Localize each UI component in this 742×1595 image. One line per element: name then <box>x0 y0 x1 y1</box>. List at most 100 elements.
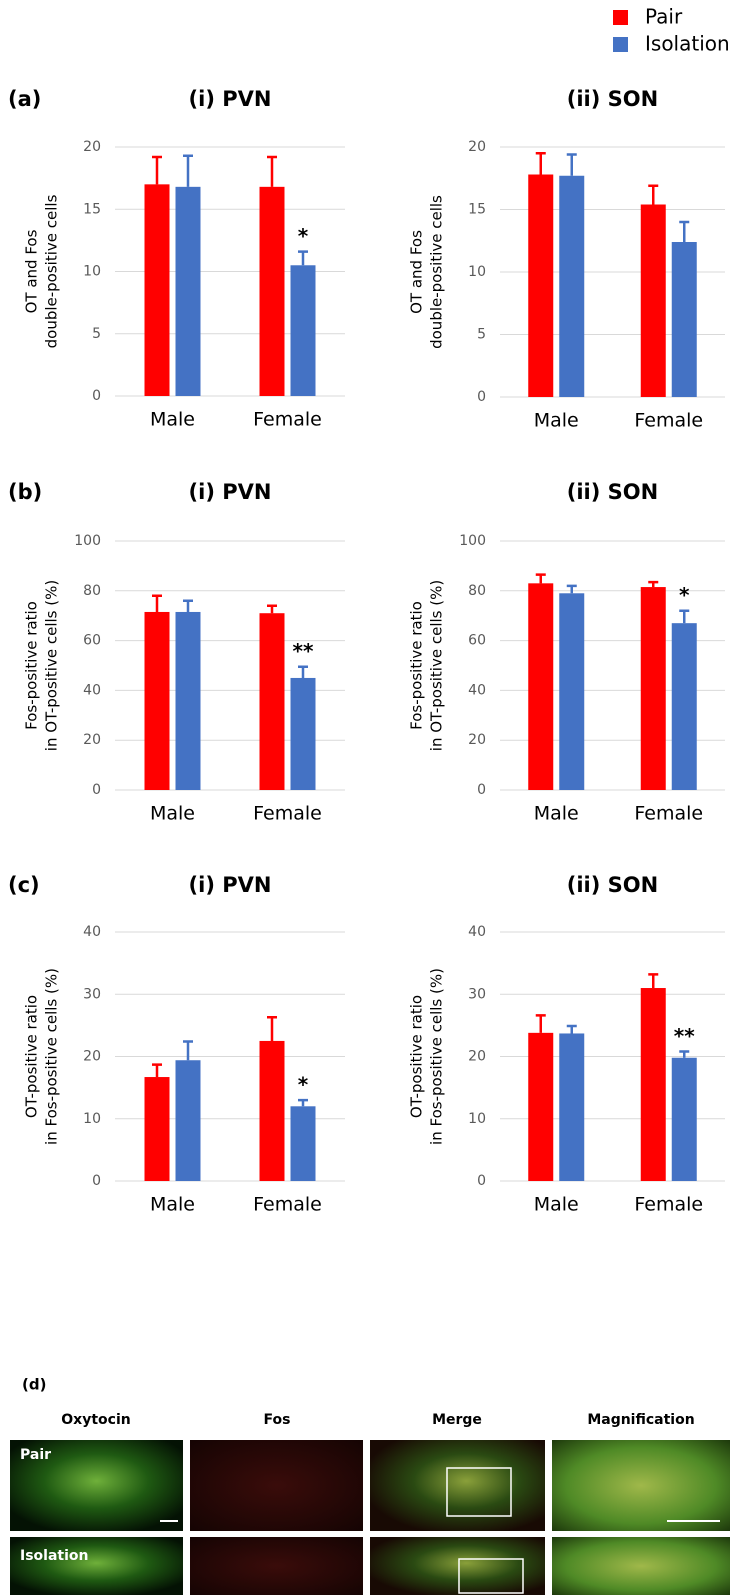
y-axis-label: OT-positive ratio <box>408 995 426 1118</box>
bar <box>528 1033 553 1181</box>
micrograph <box>10 1537 183 1595</box>
error-bar <box>152 596 162 612</box>
column-label: Magnification <box>587 1412 694 1428</box>
significance-mark: ** <box>293 639 314 663</box>
y-tick-label: 0 <box>477 1173 486 1189</box>
error-bar <box>267 157 277 187</box>
x-tick-label: Female <box>253 803 322 825</box>
y-axis-label: OT and Fos <box>408 230 426 314</box>
y-tick-label: 80 <box>468 583 486 599</box>
y-tick-label: 10 <box>83 1111 101 1127</box>
y-axis-label: Fos-positive ratio <box>408 601 426 730</box>
significance-mark: * <box>679 583 690 607</box>
micrograph <box>552 1440 730 1531</box>
y-tick-label: 30 <box>468 986 486 1002</box>
error-bar <box>567 586 577 593</box>
error-bar <box>183 1042 193 1061</box>
y-tick-label: 60 <box>83 633 101 649</box>
legend-label: Pair <box>645 5 683 29</box>
error-bar <box>648 582 658 587</box>
y-tick-label: 15 <box>468 202 486 218</box>
bar <box>291 1106 316 1181</box>
bar <box>641 587 666 790</box>
y-axis-label: OT and Fos <box>23 229 41 313</box>
y-tick-label: 20 <box>468 732 486 748</box>
x-tick-label: Female <box>253 409 322 431</box>
y-tick-label: 10 <box>468 1111 486 1127</box>
y-tick-label: 20 <box>468 1049 486 1065</box>
column-label: Oxytocin <box>61 1412 130 1428</box>
significance-mark: * <box>298 224 309 248</box>
y-tick-label: 40 <box>83 682 101 698</box>
y-tick-label: 0 <box>92 388 101 404</box>
chart-title: (i) PVN <box>189 87 272 111</box>
chart-title: (i) PVN <box>189 873 272 897</box>
micrograph <box>190 1440 363 1531</box>
y-axis-label: in OT-positive cells (%) <box>43 580 61 751</box>
y-axis-label: in Fos-positive cells (%) <box>428 968 446 1145</box>
y-tick-label: 10 <box>83 264 101 280</box>
error-bar <box>536 153 546 174</box>
y-tick-label: 40 <box>83 924 101 940</box>
bar <box>672 623 697 790</box>
error-bar <box>536 1015 546 1032</box>
x-tick-label: Male <box>534 803 579 825</box>
chart-title: (ii) SON <box>567 480 658 504</box>
panel-label: (a) <box>8 87 41 111</box>
y-tick-label: 80 <box>83 583 101 599</box>
x-tick-label: Male <box>150 409 195 431</box>
bar <box>145 184 170 396</box>
bar <box>176 187 201 396</box>
chart-title: (ii) SON <box>567 87 658 111</box>
chart-title: (i) PVN <box>189 480 272 504</box>
error-bar <box>298 667 308 678</box>
error-bar <box>679 611 689 623</box>
micrograph <box>552 1537 730 1595</box>
figure: Pair Isolation (a) (b) (c) (d) Oxytocin … <box>0 0 742 1595</box>
error-bar <box>648 974 658 988</box>
panel-label: (b) <box>8 480 42 504</box>
x-tick-label: Female <box>634 1194 703 1216</box>
y-axis-label: in Fos-positive cells (%) <box>43 968 61 1145</box>
y-tick-label: 0 <box>477 782 486 798</box>
y-axis-label: double-positive cells <box>43 194 61 348</box>
bar <box>145 612 170 790</box>
y-tick-label: 0 <box>92 1173 101 1189</box>
bar <box>260 613 285 790</box>
x-tick-label: Female <box>634 803 703 825</box>
legend-swatch <box>613 10 628 25</box>
error-bar <box>152 1065 162 1077</box>
y-tick-label: 100 <box>74 533 101 549</box>
bar <box>672 242 697 397</box>
y-tick-label: 0 <box>477 389 486 405</box>
x-tick-label: Female <box>253 1194 322 1216</box>
micrograph <box>370 1537 545 1595</box>
row-label: Isolation <box>20 1548 88 1564</box>
y-axis-label: OT-positive ratio <box>23 995 41 1118</box>
y-tick-label: 20 <box>83 139 101 155</box>
significance-mark: ** <box>674 1024 695 1048</box>
error-bar <box>183 601 193 612</box>
micrograph <box>190 1537 363 1595</box>
micrographs: Oxytocin Fos Merge Magnification Pair Is… <box>10 1412 730 1595</box>
y-tick-label: 10 <box>468 264 486 280</box>
y-tick-label: 60 <box>468 633 486 649</box>
x-tick-label: Male <box>534 1194 579 1216</box>
error-bar <box>267 606 277 613</box>
bar <box>528 175 553 398</box>
bar <box>291 265 316 396</box>
legend-swatch <box>613 37 628 52</box>
x-tick-label: Male <box>150 1194 195 1216</box>
bar <box>260 1041 285 1181</box>
chart-title: (ii) SON <box>567 873 658 897</box>
bar <box>559 176 584 397</box>
y-tick-label: 100 <box>459 533 486 549</box>
panel-label: (c) <box>8 873 40 897</box>
legend-label: Isolation <box>645 32 730 56</box>
bar <box>641 205 666 398</box>
y-tick-label: 20 <box>468 139 486 155</box>
x-tick-label: Male <box>150 803 195 825</box>
error-bar <box>152 157 162 184</box>
error-bar <box>567 155 577 176</box>
bar <box>528 583 553 790</box>
